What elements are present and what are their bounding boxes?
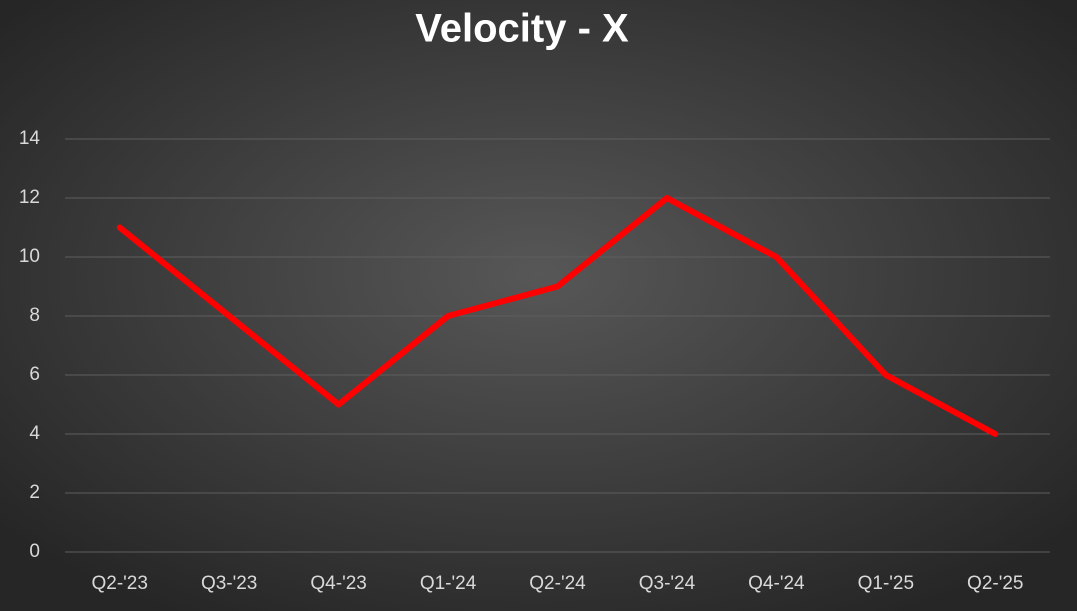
x-tick-label: Q2-'25 — [967, 573, 1023, 594]
y-tick-label: 2 — [29, 482, 40, 503]
x-tick-label: Q3-'23 — [201, 573, 257, 594]
data-line — [116, 195, 999, 437]
y-tick-label: 4 — [29, 423, 40, 444]
y-tick-label: 8 — [29, 305, 40, 326]
y-tick-label: 6 — [29, 364, 40, 385]
x-tick-label: Q4-'23 — [310, 573, 366, 594]
x-tick-label: Q2-'24 — [529, 573, 586, 594]
y-tick-label: 12 — [19, 187, 40, 208]
x-tick-label: Q4-'24 — [748, 573, 805, 594]
chart-title: Velocity - X — [415, 7, 629, 51]
x-tick-label: Q3-'24 — [639, 573, 696, 594]
y-tick-label: 14 — [19, 128, 41, 149]
y-tick-label: 0 — [29, 541, 40, 562]
x-tick-label: Q1-'24 — [420, 573, 477, 594]
x-tick-label: Q2-'23 — [92, 573, 148, 594]
y-tick-label: 10 — [19, 246, 40, 267]
x-tick-label: Q1-'25 — [858, 573, 914, 594]
